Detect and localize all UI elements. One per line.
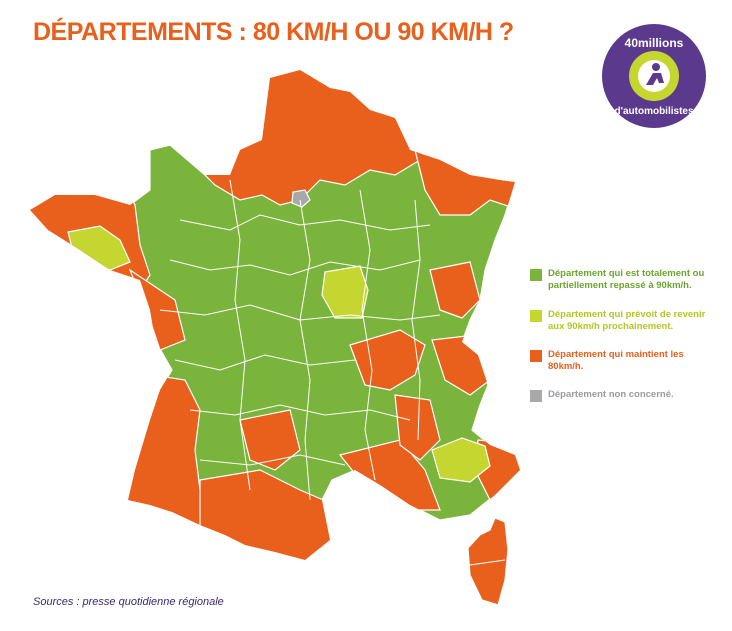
- legend-swatch-orange: [530, 350, 542, 362]
- legend-swatch-grey: [530, 390, 542, 402]
- region-alps-north: [429, 261, 481, 319]
- map-legend: Département qui est totalement ou partie…: [530, 268, 720, 417]
- legend-label: Département qui est totalement ou partie…: [548, 268, 705, 291]
- logo-top-text: 40millions: [625, 36, 684, 50]
- page-title: DÉPARTEMENTS : 80 KM/H OU 90 KM/H ?: [33, 18, 514, 46]
- sources-note: Sources : presse quotidienne régionale: [33, 596, 224, 608]
- legend-swatch-lime: [530, 310, 542, 322]
- legend-item-90kmh: Département qui est totalement ou partie…: [530, 268, 720, 292]
- legend-item-80kmh: Département qui maintient les 80km/h.: [530, 349, 720, 373]
- dept-nievre: [321, 265, 369, 319]
- driver-icon: [646, 63, 664, 85]
- dept-alpes-haute-provence: [431, 437, 491, 483]
- region-southwest: [119, 369, 206, 531]
- corsica-split: [469, 559, 506, 566]
- dept-paris-petite-couronne: [291, 189, 311, 208]
- legend-item-planned-90kmh: Département qui prévoit de revenir aux 9…: [530, 309, 720, 333]
- legend-label: Département non concerné.: [548, 389, 674, 400]
- legend-label: Département qui maintient les 80km/h.: [548, 349, 684, 372]
- region-gard: [394, 394, 441, 461]
- legend-label: Département qui prévoit de revenir aux 9…: [548, 309, 706, 332]
- legend-swatch-green: [530, 269, 542, 281]
- legend-item-not-concerned: Département non concerné.: [530, 389, 720, 402]
- region-rhone: [349, 329, 426, 391]
- corsica: [467, 517, 509, 606]
- 40-millions-logo: 40millions d'automobilistes: [602, 24, 706, 128]
- region-lot-tarn: [239, 409, 301, 471]
- department-borders: [159, 179, 441, 501]
- logo-bottom-text: d'automobilistes: [614, 106, 693, 117]
